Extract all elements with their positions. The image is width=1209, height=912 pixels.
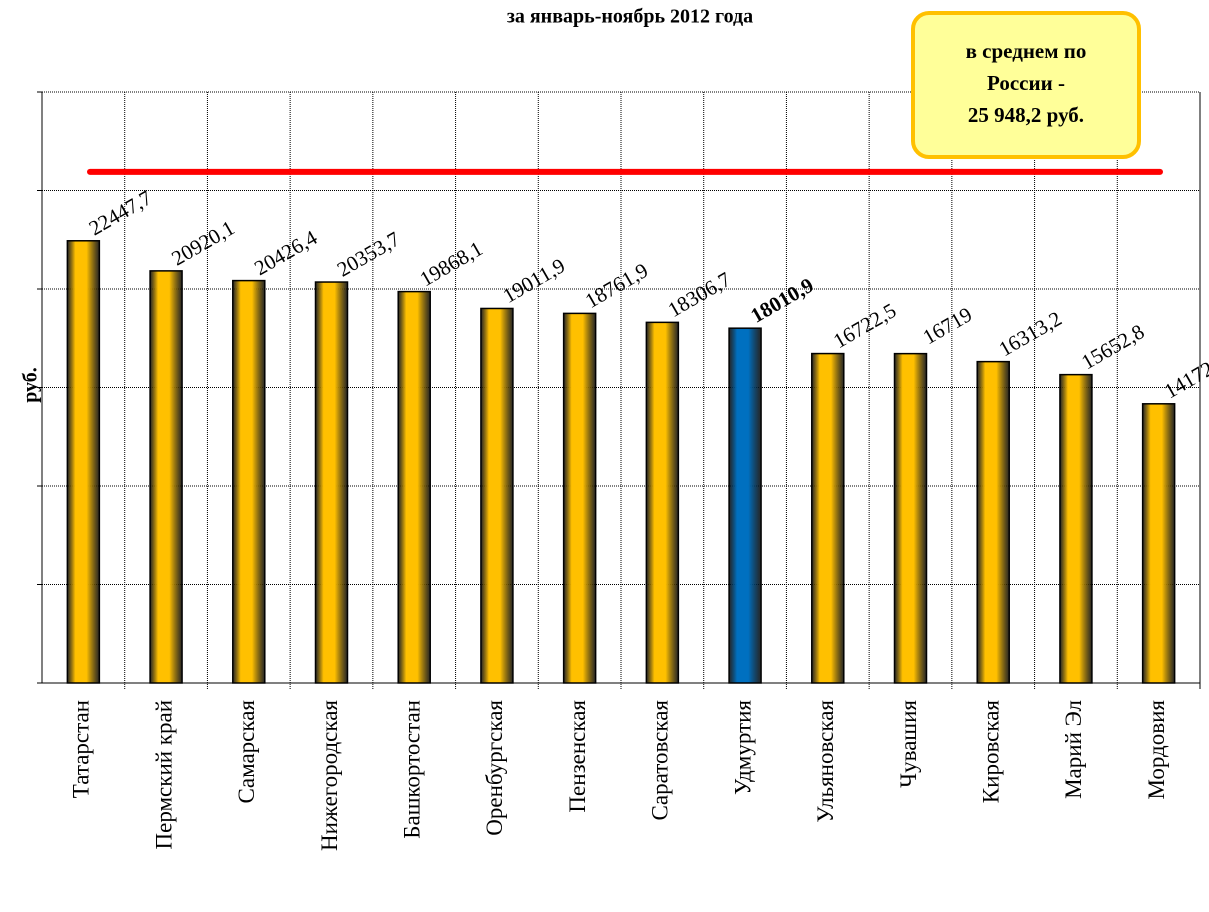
bar: [314, 281, 349, 684]
bar: [562, 312, 597, 684]
bar: [66, 240, 101, 684]
annotation-text: России -: [987, 71, 1065, 95]
bar: [232, 279, 266, 684]
x-tick-label: Пермский край: [151, 700, 176, 849]
bar: [1059, 373, 1093, 684]
value-label: 20353,7: [333, 227, 404, 282]
x-tick-label: Самарская: [234, 700, 259, 804]
x-tick-label: Нижегородская: [317, 700, 342, 851]
annotation-text: в среднем по: [966, 39, 1087, 63]
bar: [397, 290, 431, 684]
x-tick-label: Марий Эл: [1061, 700, 1086, 799]
bar: [811, 352, 845, 684]
value-label: 15652,8: [1077, 319, 1148, 374]
x-tick-label: Оренбургская: [482, 700, 507, 836]
bar: [1141, 403, 1176, 684]
value-label: 22447,7: [85, 185, 156, 240]
annotation-box: [911, 11, 1141, 159]
x-tick-label: Кировская: [978, 700, 1003, 804]
x-tick-label: Удмуртия: [730, 700, 755, 795]
bar: [728, 327, 762, 684]
y-axis-label: руб.: [20, 367, 42, 403]
value-label: 20426,4: [250, 225, 322, 280]
value-label: 18010,9: [746, 273, 817, 328]
annotation-text: 25 948,2 руб.: [968, 103, 1084, 127]
value-label: 18761,9: [581, 258, 652, 313]
bar: [976, 360, 1010, 684]
value-label: 14172,2: [1160, 348, 1209, 403]
bar: [645, 321, 680, 684]
value-label: 18306,7: [664, 267, 735, 322]
x-tick-label: Башкортостан: [399, 700, 424, 839]
value-label: 16719: [919, 302, 976, 349]
value-label: 19868,1: [416, 236, 487, 291]
x-tick-label: Татарстан: [69, 700, 94, 798]
x-tick-label: Чувашия: [896, 700, 921, 788]
bar: [149, 270, 183, 684]
value-label: 16313,2: [995, 306, 1066, 361]
bar: [480, 307, 514, 684]
x-tick-label: Мордовия: [1144, 700, 1169, 800]
value-label: 20920,1: [167, 216, 238, 271]
value-label: 19011,9: [499, 253, 569, 308]
x-tick-label: Саратовская: [648, 700, 673, 821]
value-label: 16722,5: [829, 298, 900, 353]
bar: [893, 352, 928, 684]
x-tick-label: Ульяновская: [813, 700, 838, 823]
chart-title: за январь-ноябрь 2012 года: [507, 6, 753, 28]
x-tick-label: Пензенская: [565, 700, 590, 813]
